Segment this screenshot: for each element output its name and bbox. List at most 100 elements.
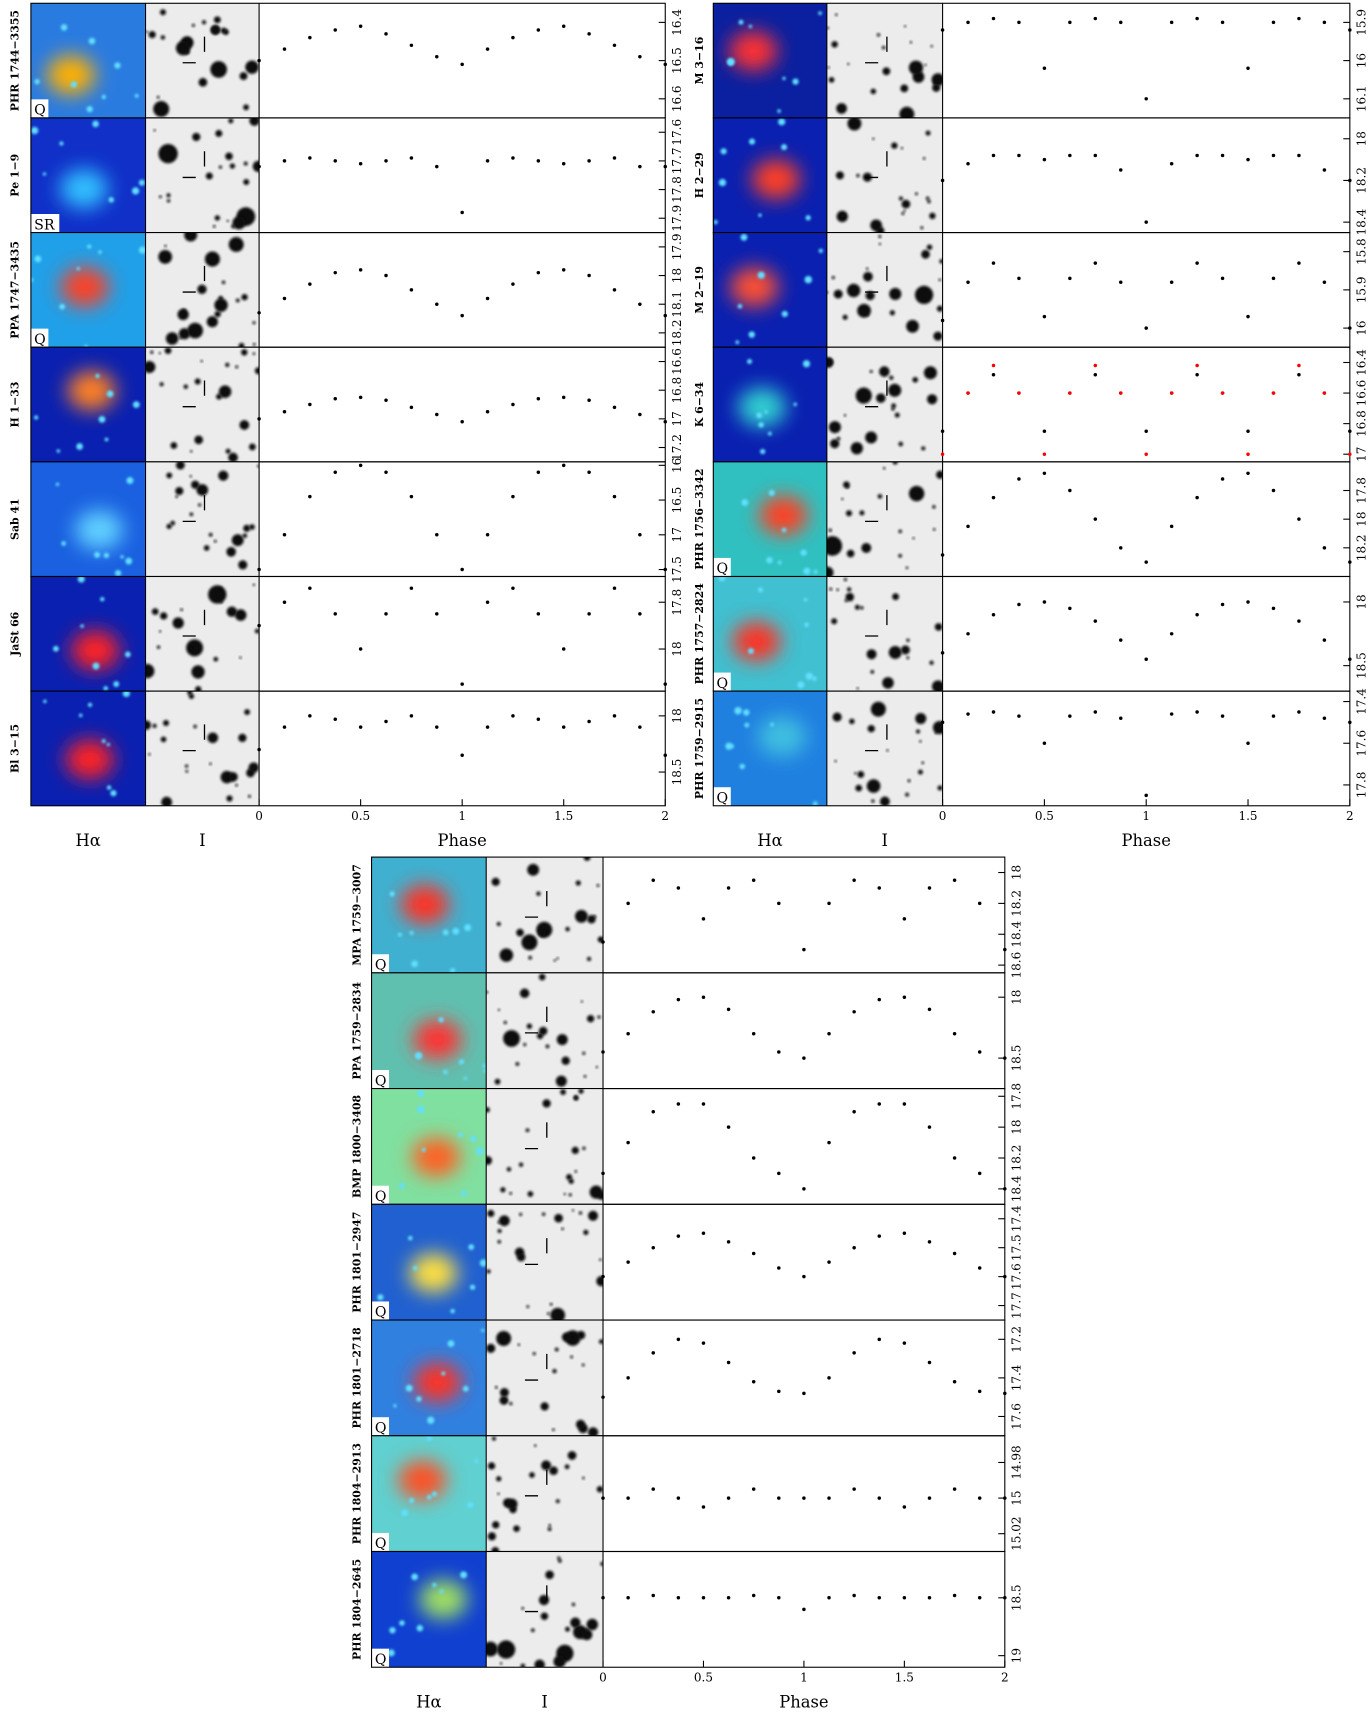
- tag-box: [30, 99, 49, 118]
- data-point: [1093, 153, 1098, 158]
- data-point: [852, 1593, 856, 1598]
- star: [170, 442, 178, 449]
- star: [526, 1305, 530, 1309]
- object-name: M 3−16: [693, 37, 706, 85]
- star: [929, 660, 934, 665]
- star: [481, 1328, 485, 1333]
- data-point: [384, 398, 388, 402]
- data-point: [1297, 710, 1301, 714]
- data-point: [1246, 741, 1250, 745]
- panel-frame: [712, 690, 1351, 807]
- data-point: [561, 162, 566, 166]
- star: [175, 486, 184, 496]
- star: [908, 60, 924, 75]
- star: [104, 437, 109, 442]
- tag-box: [713, 557, 731, 577]
- data-point: [282, 533, 287, 537]
- star: [727, 59, 734, 66]
- star: [596, 884, 600, 887]
- y-tick-label: 18: [670, 268, 684, 283]
- image-background: [826, 347, 943, 462]
- star: [903, 209, 906, 212]
- star: [153, 129, 156, 132]
- star: [718, 576, 726, 582]
- star: [586, 1014, 595, 1023]
- object-name: PHR 1759−2915: [693, 698, 706, 799]
- data-point: [1246, 600, 1250, 604]
- image-background: [486, 1435, 604, 1552]
- star: [560, 1089, 566, 1095]
- star: [564, 1464, 570, 1470]
- star: [757, 587, 764, 593]
- star: [160, 35, 166, 40]
- y-tick-label: 18: [1354, 594, 1368, 609]
- star: [588, 1210, 599, 1221]
- nebula: [729, 31, 778, 71]
- halpha-image: Q: [371, 1435, 487, 1552]
- star: [463, 1076, 468, 1080]
- star: [743, 709, 750, 716]
- tag: Q: [375, 1189, 387, 1205]
- star: [252, 343, 256, 346]
- data-point: [561, 268, 566, 272]
- nebula: [59, 169, 108, 209]
- star: [238, 560, 248, 570]
- star: [526, 1023, 533, 1029]
- star: [804, 622, 809, 628]
- star: [878, 235, 882, 238]
- data-point: [536, 270, 541, 275]
- star: [929, 212, 936, 220]
- star: [160, 612, 168, 620]
- data-point: [802, 947, 806, 952]
- star: [239, 420, 250, 430]
- tag-box: [371, 1301, 390, 1321]
- data-point: [726, 1240, 731, 1244]
- data-point: [435, 164, 439, 169]
- star: [120, 555, 124, 559]
- star: [156, 95, 160, 99]
- star: [523, 1042, 527, 1047]
- data-point: [626, 1496, 630, 1500]
- star: [499, 1395, 509, 1405]
- data-point: [827, 1031, 831, 1036]
- data-point: [460, 567, 464, 572]
- star: [248, 794, 251, 798]
- x-tick-label: 0.5: [1035, 809, 1054, 823]
- data-point: [384, 719, 388, 724]
- star: [737, 303, 743, 309]
- star: [520, 1663, 526, 1668]
- object-name: M 2−19: [693, 266, 706, 314]
- star: [571, 1209, 575, 1212]
- object-name: Pe 1−9: [9, 154, 22, 197]
- data-point: [460, 313, 464, 318]
- star: [925, 196, 930, 201]
- data-point: [1322, 391, 1327, 395]
- star: [538, 1594, 550, 1606]
- data-point: [1246, 157, 1250, 162]
- star: [581, 1629, 593, 1641]
- star: [934, 623, 943, 631]
- star: [213, 16, 221, 24]
- data-point: [257, 417, 261, 421]
- data-point: [601, 1050, 605, 1054]
- star: [506, 1498, 518, 1510]
- star: [225, 448, 231, 454]
- data-point: [612, 43, 617, 48]
- star: [486, 1269, 491, 1274]
- star: [921, 446, 926, 451]
- data-point: [1297, 261, 1301, 265]
- data-point: [638, 302, 642, 306]
- star: [126, 477, 134, 485]
- data-point: [751, 1380, 756, 1384]
- image-background: [145, 691, 260, 806]
- data-point: [802, 1187, 806, 1191]
- data-point: [612, 494, 617, 499]
- star: [241, 349, 248, 356]
- data-point: [977, 1596, 982, 1600]
- star: [534, 1659, 545, 1668]
- star: [239, 72, 248, 81]
- star: [826, 357, 834, 368]
- star: [843, 577, 848, 582]
- y-tick-label: 17.6: [1009, 1263, 1023, 1290]
- data-point: [460, 62, 464, 67]
